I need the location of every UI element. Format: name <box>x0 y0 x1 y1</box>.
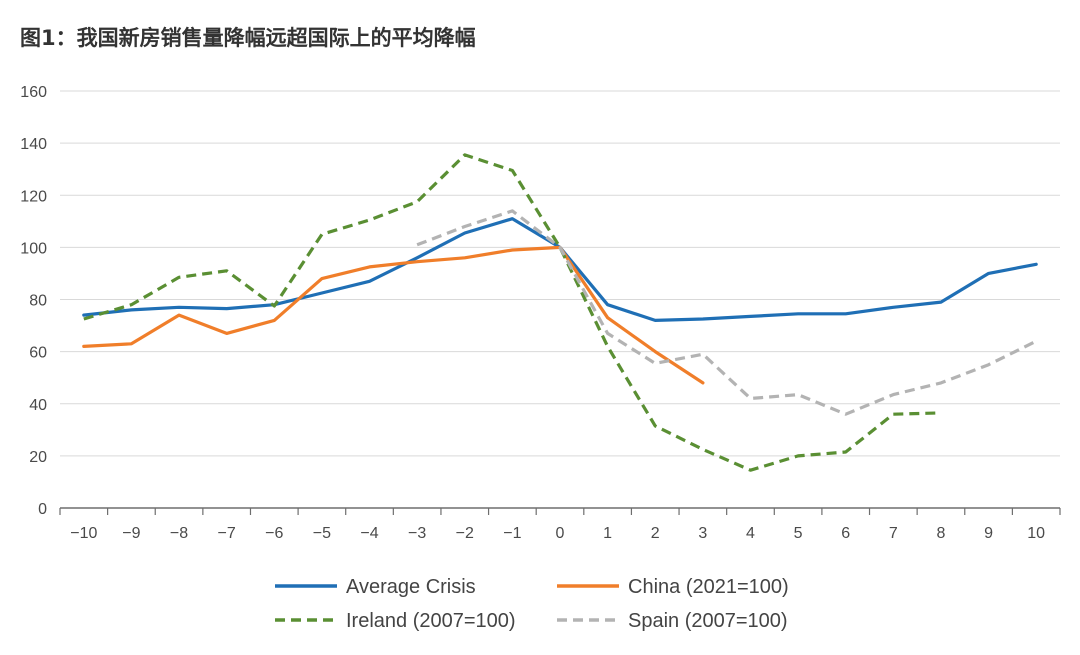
x-tick-label: 0 <box>556 525 565 542</box>
x-tick-label: 6 <box>841 525 850 542</box>
x-tick-label: −9 <box>122 525 140 542</box>
gridlines <box>60 90 1060 457</box>
x-axis: −10 −9 −8 −7 −6 −5 −4 −3 −2 −1 0 1 2 3 4 5 6 7 8 9 10 <box>59 507 1061 542</box>
x-tick-label: 4 <box>746 525 755 542</box>
series-line-1 <box>82 245 705 385</box>
x-tick-label: 8 <box>936 525 945 542</box>
x-tick-label: −10 <box>70 525 97 542</box>
legend-label-3: Spain (2007=100) <box>628 610 788 632</box>
y-axis-ticks: 0 20 40 60 80 100 120 140 160 <box>20 84 47 518</box>
legend-label-0: Average Crisis <box>346 576 476 598</box>
x-tick-label: −3 <box>408 525 426 542</box>
x-tick-label: 5 <box>794 525 803 542</box>
y-tick-label: 0 <box>38 501 47 518</box>
x-tick-label: −1 <box>503 525 521 542</box>
x-tick-label: 10 <box>1027 525 1045 542</box>
x-tick-label: 2 <box>651 525 660 542</box>
series-lines <box>82 153 1038 472</box>
y-tick-label: 40 <box>29 397 47 414</box>
series-line-2 <box>83 153 942 472</box>
y-tick-label: 100 <box>20 240 47 257</box>
legend: Average Crisis China (2021=100) Ireland (2… <box>275 576 789 632</box>
legend-label-2: Ireland (2007=100) <box>346 610 516 632</box>
y-tick-label: 60 <box>29 345 47 362</box>
x-tick-label: −7 <box>218 525 236 542</box>
x-tick-label: −6 <box>265 525 283 542</box>
chart-title: 图1：我国新房销售量降幅远超国际上的平均降幅 <box>20 26 476 50</box>
series-line-3 <box>416 209 1037 416</box>
x-tick-label: 9 <box>984 525 993 542</box>
x-tick-label: 1 <box>603 525 612 542</box>
y-tick-label: 120 <box>20 188 47 205</box>
y-tick-label: 20 <box>29 449 47 466</box>
x-tick-label: −2 <box>456 525 474 542</box>
y-tick-label: 160 <box>20 84 47 101</box>
x-tick-label: −8 <box>170 525 188 542</box>
y-tick-label: 80 <box>29 293 47 310</box>
x-tick-label: −4 <box>360 525 378 542</box>
x-tick-label: −5 <box>313 525 331 542</box>
x-tick-label: 7 <box>889 525 898 542</box>
x-tick-label: 3 <box>698 525 707 542</box>
y-tick-label: 140 <box>20 136 47 153</box>
legend-label-1: China (2021=100) <box>628 576 789 598</box>
